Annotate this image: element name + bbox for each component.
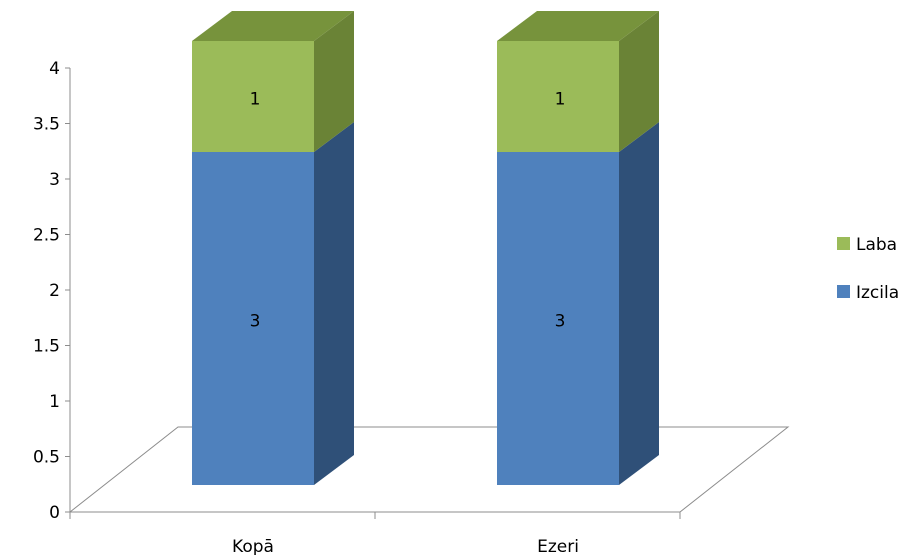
data-label: 1 [250, 90, 261, 110]
chart-floor [68, 426, 790, 513]
bar-segment-side [619, 122, 659, 485]
bar-segment [192, 41, 314, 152]
legend-swatch [837, 285, 850, 298]
data-label: 3 [555, 312, 566, 332]
bar-segment [497, 41, 619, 152]
bar-segment [497, 152, 619, 485]
x-category-label: Ezeri [537, 537, 579, 555]
bar-segment-side [314, 122, 354, 485]
bar-segment-side [314, 11, 354, 152]
bar-segment [192, 152, 314, 485]
legend-label: Laba [856, 235, 897, 255]
y-tick-label: 3 [49, 170, 60, 190]
bar-segment-top [497, 11, 659, 41]
y-tick-label: 2.5 [33, 226, 60, 246]
bar-segment-top [192, 11, 354, 41]
y-tick-label: 0.5 [33, 448, 60, 468]
y-tick-label: 4 [49, 59, 60, 79]
legend-swatch [837, 237, 850, 250]
data-label: 3 [250, 312, 261, 332]
y-tick-label: 2 [49, 281, 60, 301]
y-tick-label: 1.5 [33, 337, 60, 357]
data-label: 1 [555, 90, 566, 110]
legend-label: Izcila [856, 283, 899, 303]
y-tick-label: 0 [49, 503, 60, 523]
x-category-label: Kopā [232, 537, 274, 555]
y-tick-label: 1 [49, 392, 60, 412]
y-tick-label: 3.5 [33, 115, 60, 135]
bar-segment-side [619, 11, 659, 152]
